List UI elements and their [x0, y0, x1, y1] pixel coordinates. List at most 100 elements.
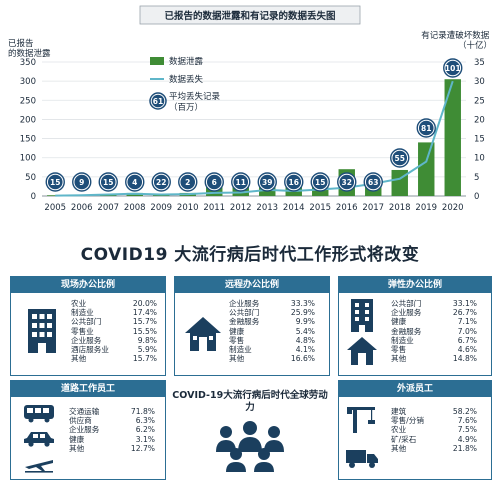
stat-label: 健康 — [229, 326, 245, 336]
x-tick-label: 2012 — [230, 203, 252, 213]
stat-label: 其他 — [391, 354, 407, 364]
loss-bubble-label: 2 — [185, 178, 190, 187]
stat-row: 公共部门 15.7% — [71, 317, 157, 326]
loss-bubble — [286, 174, 302, 190]
loss-bubble — [74, 174, 90, 190]
stat-value: 4.1% — [295, 345, 315, 355]
stat-label: 零售业 — [71, 326, 94, 336]
field-rows: 建筑 58.2% 零售/分销 7.6% 农业 7.5% 矿/采石 4.9% 其他 21.8% — [391, 407, 477, 453]
stat-label: 矿/采石 — [391, 434, 417, 444]
stat-label: 制造业 — [71, 308, 94, 318]
stat-label: 其他 — [71, 354, 87, 364]
loss-bubble-label: 16 — [289, 178, 299, 187]
stat-row: 交通运输 71.8% — [69, 407, 155, 416]
legend-line-label: 数据丢失 — [169, 74, 204, 85]
left-axis-title: 已报告 的数据泄露 — [8, 38, 51, 59]
chart-title: 已报告的数据泄露和有记录的数据丢失图 — [164, 10, 335, 22]
x-tick-label: 2011 — [203, 203, 225, 213]
stat-row: 其他 15.7% — [71, 354, 157, 363]
stat-label: 农业 — [391, 425, 407, 435]
stat-value: 12.7% — [130, 443, 155, 453]
x-tick-label: 2013 — [256, 203, 278, 213]
stat-label: 其他 — [391, 443, 407, 453]
right-tick-label: 0 — [474, 192, 479, 202]
x-tick-label: 2009 — [150, 203, 172, 213]
stat-label: 金融服务 — [229, 317, 260, 327]
stat-value: 33.1% — [452, 299, 477, 308]
stat-row: 农业 7.5% — [391, 425, 477, 434]
stat-row: 其他 16.6% — [229, 354, 315, 363]
left-tick-label: 50 — [25, 173, 36, 183]
stat-row: 公共部门 25.9% — [229, 308, 315, 317]
crane-icon — [347, 407, 375, 433]
x-tick-label: 2018 — [389, 203, 411, 213]
stat-label: 公共部门 — [229, 308, 260, 318]
x-tick-label: 2005 — [44, 203, 66, 213]
stat-label: 企业服务 — [391, 308, 422, 318]
loss-bubble — [47, 174, 63, 190]
stat-row: 制造业 4.1% — [229, 345, 315, 354]
loss-bubble-label: 4 — [132, 178, 137, 187]
left-tick-label: 200 — [20, 115, 36, 125]
stat-row: 制造业 17.4% — [71, 308, 157, 317]
stat-row: 零售业 15.5% — [71, 327, 157, 336]
office-building-small-icon — [351, 299, 373, 332]
home-small-icon — [347, 337, 377, 365]
right-tick-label: 10 — [474, 154, 485, 164]
right-tick-label: 5 — [474, 173, 479, 183]
stat-value: 9.8% — [137, 335, 157, 345]
stat-row: 金融服务 9.9% — [229, 317, 315, 326]
stat-value: 17.4% — [132, 308, 157, 318]
data-loss-line — [55, 80, 454, 197]
stat-label: 零售 — [391, 345, 407, 355]
loss-bubble-label: 6 — [212, 178, 217, 187]
stat-row: 企业服务 6.2% — [69, 425, 155, 434]
loss-bubble-label: 9 — [79, 178, 84, 187]
stat-row: 其他 12.7% — [69, 444, 155, 453]
stat-value: 7.0% — [457, 326, 477, 336]
stat-row: 企业服务 9.8% — [71, 336, 157, 345]
stat-value: 7.6% — [457, 416, 477, 426]
right-tick-label: 20 — [474, 115, 485, 125]
loss-bubble — [312, 174, 328, 190]
loss-bubble-label: 32 — [342, 178, 352, 187]
stat-value: 3.1% — [135, 434, 155, 444]
stat-value: 5.9% — [137, 345, 157, 355]
stat-value: 9.9% — [295, 317, 315, 327]
stat-label: 零售/分销 — [391, 416, 424, 426]
stat-label: 其他 — [229, 354, 245, 364]
panel-flexible: 弹性办公比例 公共部门 33.1% 企业服务 26.7% 健康 7.1% 金融服务 7.0% 制… — [338, 276, 492, 376]
stat-row: 零售 4.6% — [391, 345, 477, 354]
stat-value: 4.6% — [457, 345, 477, 355]
stat-value: 26.7% — [452, 308, 477, 318]
truck-icon — [346, 450, 378, 468]
x-tick-label: 2006 — [71, 203, 93, 213]
stat-row: 健康 5.4% — [229, 327, 315, 336]
airplane-icon — [25, 460, 53, 473]
stat-label: 制造业 — [229, 345, 252, 355]
panel-remote-title: 远程办公比例 — [175, 277, 329, 293]
loss-bubble-label: 15 — [103, 178, 113, 187]
stat-row: 其他 21.8% — [391, 444, 477, 453]
x-tick-label: 2017 — [362, 203, 384, 213]
x-tick-label: 2016 — [336, 203, 358, 213]
stat-label: 交通运输 — [69, 407, 100, 416]
stat-value: 7.5% — [457, 425, 477, 435]
loss-bubble — [365, 174, 381, 190]
stat-label: 建筑 — [391, 407, 407, 416]
stat-value: 15.7% — [132, 317, 157, 327]
bus-icon — [24, 405, 54, 423]
left-tick-label: 250 — [20, 96, 36, 106]
car-icon — [24, 432, 54, 447]
center-caption: COVID-19大流行病后时代全球劳动力 — [172, 390, 328, 413]
legend-bubble-label: 平均丢失记录 （百万） — [169, 91, 223, 113]
left-tick-label: 100 — [20, 154, 36, 164]
stat-value: 4.9% — [457, 434, 477, 444]
loss-bubble — [153, 174, 169, 190]
people-group-icon — [216, 421, 284, 472]
breach-chart: 已报告的数据泄露和有记录的数据丢失图 已报告 的数据泄露 有记录遭破坏数据 （十… — [8, 5, 492, 213]
legend-bubble-value: 61 — [153, 97, 163, 106]
stat-value: 15.5% — [132, 326, 157, 336]
stat-row: 矿/采石 4.9% — [391, 435, 477, 444]
panel-road: 道路工作员工 交通运输 71.8% 供应商 6.3% 企业服务 6.2% 健康 3.1% 其他 1… — [10, 380, 166, 480]
